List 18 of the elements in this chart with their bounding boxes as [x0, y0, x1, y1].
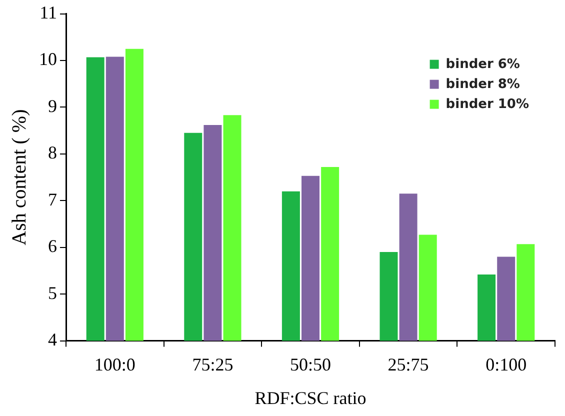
x-tick-label: 25:75: [388, 354, 429, 374]
y-tick-label: 4: [48, 330, 57, 350]
y-tick-label: 10: [39, 49, 57, 70]
y-tick-label: 8: [48, 142, 57, 163]
x-tick-label: 50:50: [290, 354, 332, 374]
x-tick-label: 75:25: [192, 354, 234, 374]
legend-label: binder 8%: [446, 77, 520, 92]
y-axis-title: Ash content ( %): [8, 109, 30, 246]
y-tick-label: 5: [48, 282, 57, 303]
legend-label: binder 10%: [446, 97, 530, 112]
legend-label: binder 6%: [446, 57, 520, 72]
y-tick-label: 7: [48, 189, 57, 210]
x-tick-label: 100:0: [94, 354, 136, 374]
y-tick-label: 9: [48, 96, 57, 116]
x-axis-title: RDF:CSC ratio: [254, 388, 366, 408]
y-tick-label: 6: [48, 236, 57, 256]
y-tick-label: 11: [40, 2, 57, 23]
x-tick-label: 0:100: [486, 354, 527, 374]
